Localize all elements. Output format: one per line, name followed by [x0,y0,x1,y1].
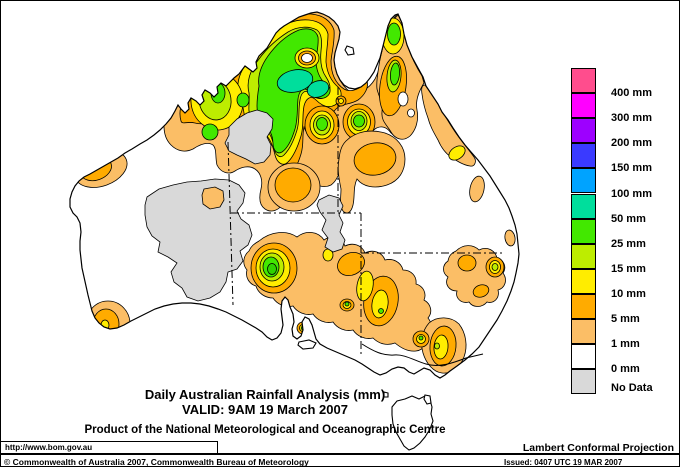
border-nsw-vic-murray [361,343,484,366]
product-credit: Product of the National Meteorological a… [84,424,446,436]
flinders-island [423,394,432,405]
border-wa [227,141,234,306]
legend-label: 100 mm [611,187,652,200]
legend-color-no-data [571,369,596,395]
legend-label: 15 mm [611,262,646,275]
legend-color-15-mm [571,243,596,269]
islands [297,45,434,451]
legend-color-200-mm [571,118,596,144]
legend-color-300-mm [571,93,596,119]
groote-eylandt [344,45,355,56]
legend-label: 300 mm [611,112,652,125]
legend-label: 5 mm [611,313,640,325]
issued-timestamp: Issued: 0407 UTC 19 MAR 2007 [504,458,623,467]
legend-label: 50 mm [611,212,646,225]
legend-label: 400 mm [611,87,652,100]
footer-divider [1,453,679,455]
legend-label: 10 mm [611,287,646,300]
projection-label: Lambert Conformal Projection [522,442,674,454]
legend-color-100-mm [571,168,596,194]
legend-color-25-mm [571,218,596,244]
legend-color-5-mm [571,293,596,319]
king-island [383,391,389,398]
legend-color-400-mm [571,68,596,94]
legend-label: 200 mm [611,137,652,150]
legend-label: 0 mm [611,363,640,376]
state-borders [227,87,503,356]
legend-label: 1 mm [611,338,640,351]
legend-color-1-mm [571,319,596,345]
legend-label: No Data [611,382,653,395]
title-block: Daily Australian Rainfall Analysis (mm) … [65,387,465,436]
copyright-notice: © Commonwealth of Australia 2007, Common… [4,457,309,467]
legend-color-150-mm [571,143,596,169]
valid-date: VALID: 9AM 19 March 2007 [182,402,348,417]
legend-label: 25 mm [611,237,646,250]
map-title: Daily Australian Rainfall Analysis (mm) [144,387,386,402]
legend-color-10-mm [571,268,596,294]
legend-color-50-mm [571,193,596,219]
legend-color-0-mm [571,344,596,370]
legend-label: 150 mm [611,162,652,175]
coastline [69,11,520,379]
kangaroo-island [297,339,317,350]
no-data-regions [144,109,346,302]
